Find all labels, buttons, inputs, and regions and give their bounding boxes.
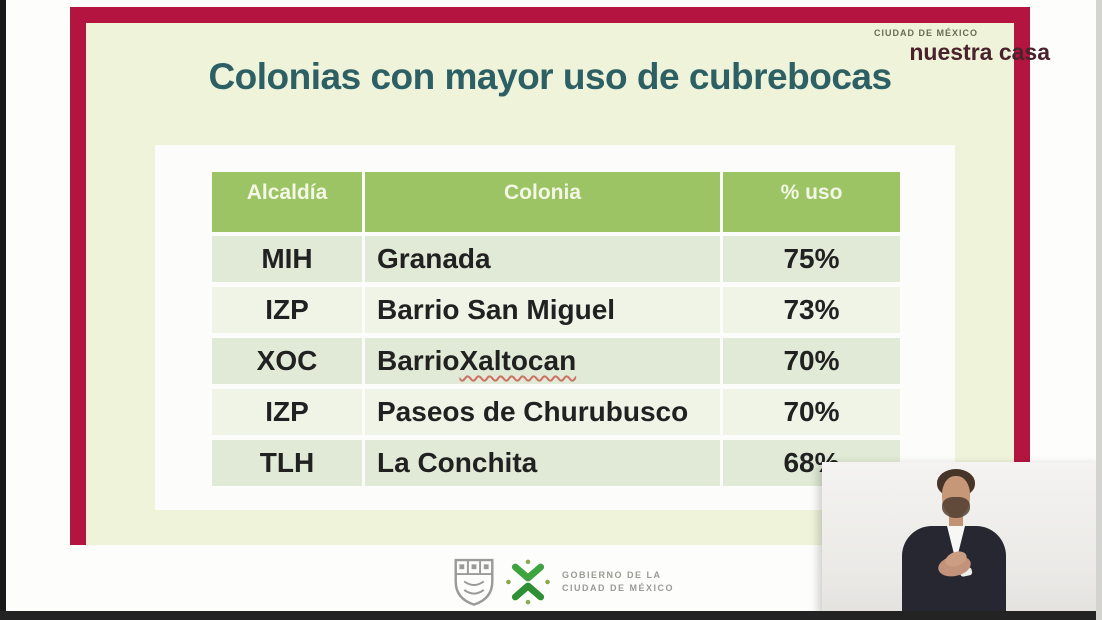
cell-colonia: Barrio San Miguel (365, 287, 720, 333)
video-bottom-edge (0, 611, 1102, 620)
table-header-row: Alcaldía Colonia % uso (212, 172, 900, 232)
gov-text-line2: CIUDAD DE MÉXICO (562, 583, 675, 593)
sign-language-interpreter-video (822, 462, 1102, 614)
brand-city-label: CIUDAD DE MÉXICO (873, 28, 978, 38)
cell-pct-uso: 73% (723, 287, 900, 333)
cell-colonia: Paseos de Churubusco (365, 389, 720, 435)
cell-alcaldia: MIH (212, 236, 362, 282)
government-footer-text: GOBIERNO DE LA CIUDAD DE MÉXICO (562, 569, 674, 595)
cell-pct-uso: 70% (723, 389, 900, 435)
cell-alcaldia: TLH (212, 440, 362, 486)
misspelled-word: Xaltocan (459, 345, 577, 376)
cell-colonia: La Conchita (365, 440, 720, 486)
interpreter-beard (942, 497, 970, 518)
mask-usage-table: Alcaldía Colonia % uso MIH Granada 75% IZP B… (212, 172, 900, 486)
table-row: MIH Granada 75% (212, 236, 900, 282)
cdmx-x-logo-icon (505, 559, 551, 605)
gov-text-line1: GOBIERNO DE LA (562, 570, 662, 580)
cell-pct-uso: 75% (723, 236, 900, 282)
cell-alcaldia: IZP (212, 389, 362, 435)
table-row: TLH La Conchita 68% (212, 440, 900, 486)
table-row: XOC Barrio Xaltocan 70% (212, 338, 900, 384)
cdmx-brand-lockup: CIUDAD DE MÉXICO nuestra casa (850, 29, 1050, 64)
table-row: IZP Paseos de Churubusco 70% (212, 389, 900, 435)
table-row: IZP Barrio San Miguel 73% (212, 287, 900, 333)
slide-title: Colonias con mayor uso de cubrebocas (208, 56, 892, 97)
cell-colonia: Granada (365, 236, 720, 282)
cell-alcaldia: XOC (212, 338, 362, 384)
cell-alcaldia: IZP (212, 287, 362, 333)
column-header-alcaldia: Alcaldía (212, 172, 362, 232)
column-header-pct-uso: % uso (723, 172, 900, 232)
cell-colonia: Barrio Xaltocan (365, 338, 720, 384)
video-left-edge (0, 0, 6, 620)
table-body: MIH Granada 75% IZP Barrio San Miguel 73% XOC B… (212, 236, 900, 486)
video-right-edge (1096, 0, 1102, 620)
brand-slogan: nuestra casa (909, 39, 1050, 65)
shield-crest-icon (452, 557, 496, 607)
column-header-colonia: Colonia (365, 172, 720, 232)
government-footer: GOBIERNO DE LA CIUDAD DE MÉXICO (452, 556, 674, 608)
cell-pct-uso: 70% (723, 338, 900, 384)
